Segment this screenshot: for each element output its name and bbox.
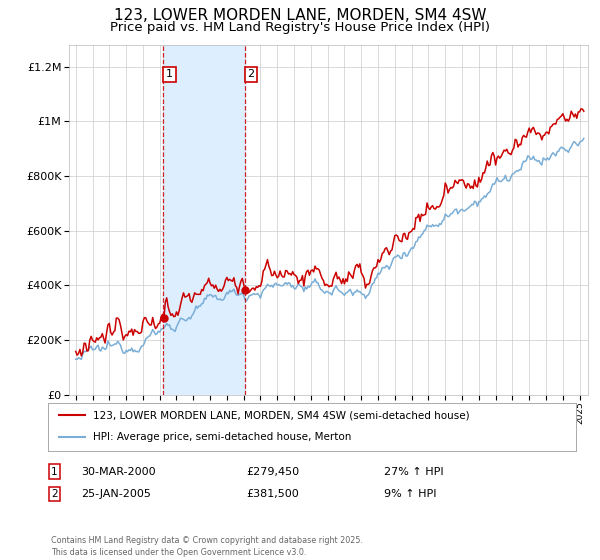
- Text: 9% ↑ HPI: 9% ↑ HPI: [384, 489, 437, 499]
- Text: 123, LOWER MORDEN LANE, MORDEN, SM4 4SW (semi-detached house): 123, LOWER MORDEN LANE, MORDEN, SM4 4SW …: [93, 410, 470, 420]
- Text: 1: 1: [51, 466, 58, 477]
- Text: Price paid vs. HM Land Registry's House Price Index (HPI): Price paid vs. HM Land Registry's House …: [110, 21, 490, 34]
- Text: 2: 2: [247, 69, 254, 80]
- Bar: [163, 45, 245, 395]
- Text: 1: 1: [166, 69, 173, 80]
- Text: 2: 2: [51, 489, 58, 499]
- Text: 123, LOWER MORDEN LANE, MORDEN, SM4 4SW: 123, LOWER MORDEN LANE, MORDEN, SM4 4SW: [114, 8, 486, 24]
- Text: £279,450: £279,450: [246, 466, 299, 477]
- Text: Contains HM Land Registry data © Crown copyright and database right 2025.
This d: Contains HM Land Registry data © Crown c…: [51, 536, 363, 557]
- Text: HPI: Average price, semi-detached house, Merton: HPI: Average price, semi-detached house,…: [93, 432, 351, 442]
- Text: 25-JAN-2005: 25-JAN-2005: [81, 489, 151, 499]
- Text: 27% ↑ HPI: 27% ↑ HPI: [384, 466, 443, 477]
- Text: £381,500: £381,500: [246, 489, 299, 499]
- Text: 30-MAR-2000: 30-MAR-2000: [81, 466, 155, 477]
